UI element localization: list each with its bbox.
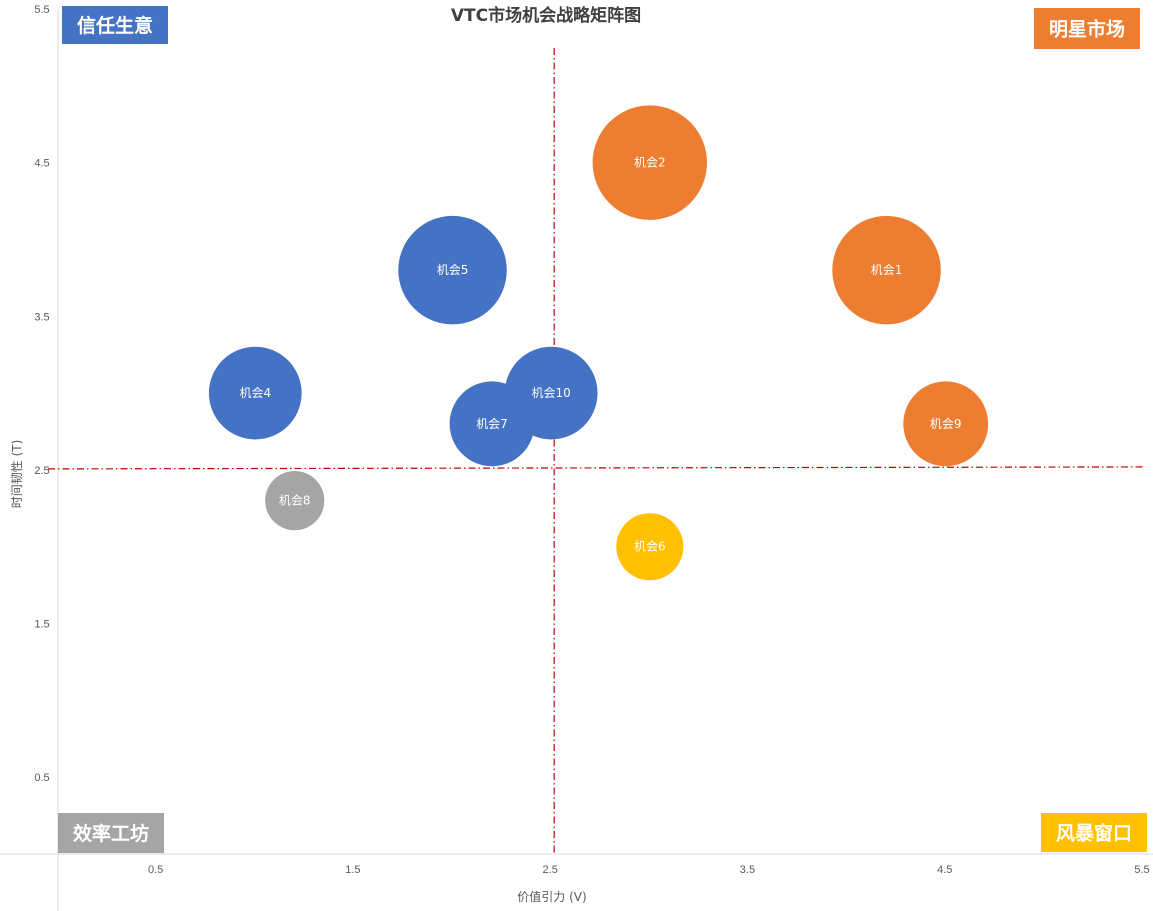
bubble-label: 机会5 [437,263,469,277]
bubble-label: 机会2 [634,156,666,170]
bubble-circle[interactable] [832,215,941,325]
bubble-circle[interactable] [265,471,325,531]
y-tick-label: 2.5 [34,465,49,477]
quadrant-label-bottom-right: 风暴窗口 [1041,813,1147,852]
bubble-机会10[interactable]: 机会10 [504,346,598,440]
quadrant-label-box [1041,813,1147,852]
bubble-circle[interactable] [616,513,684,581]
bubble-circle[interactable] [208,346,302,440]
quadrant-label-bottom-left: 效率工坊 [58,813,164,853]
horizontal-divider-line [47,466,1144,470]
quadrant-label-text: 信任生意 [77,14,153,37]
bubble-label: 机会7 [476,417,508,431]
bubble-机会4[interactable]: 机会4 [208,346,302,440]
quadrant-label-text: 效率工坊 [73,822,149,845]
y-axis-label: 时间韧性 (T) [10,440,24,509]
bubble-label: 机会9 [930,417,962,431]
y-tick-label: 4.5 [34,158,49,170]
bubble-机会2[interactable]: 机会2 [592,105,708,220]
bubble-机会8[interactable]: 机会8 [265,471,325,531]
x-axis-label: 价值引力 (V) [517,889,586,904]
bubble-circle[interactable] [903,381,989,467]
quadrant-label-box [1034,8,1140,49]
bubble-机会5[interactable]: 机会5 [398,215,507,325]
x-tick-label: 5.5 [1134,864,1149,876]
x-tick-label: 4.5 [937,864,952,876]
bubble-机会6[interactable]: 机会6 [616,513,684,581]
y-tick-label: 0.5 [34,772,49,784]
bubble-label: 机会10 [532,386,571,400]
x-tick-label: 0.5 [148,864,163,876]
quadrant-label-top-right: 明星市场 [1034,8,1140,49]
x-tick-label: 3.5 [740,864,755,876]
quadrant-label-text: 风暴窗口 [1056,822,1132,845]
chart-title: VTC市场机会战略矩阵图 [451,5,641,26]
x-tick-label: 1.5 [345,864,360,876]
quadrant-label-box [62,6,168,44]
bubble-circle[interactable] [398,215,507,325]
quadrant-label-top-left: 信任生意 [62,6,168,44]
bubble-label: 机会6 [634,540,666,554]
bubble-label: 机会8 [279,494,311,508]
y-tick-label: 5.5 [34,4,49,16]
bubble-circle[interactable] [504,346,598,440]
bubble-机会9[interactable]: 机会9 [903,381,989,467]
quadrant-label-box [58,813,164,853]
bubble-label: 机会4 [239,386,271,400]
bubble-机会1[interactable]: 机会1 [832,215,941,325]
bubble-circle[interactable] [592,105,708,220]
quadrant-label-text: 明星市场 [1049,18,1125,41]
y-tick-label: 1.5 [34,619,49,631]
y-tick-label: 3.5 [34,311,49,323]
x-tick-label: 2.5 [543,864,558,876]
bubble-label: 机会1 [871,263,903,277]
